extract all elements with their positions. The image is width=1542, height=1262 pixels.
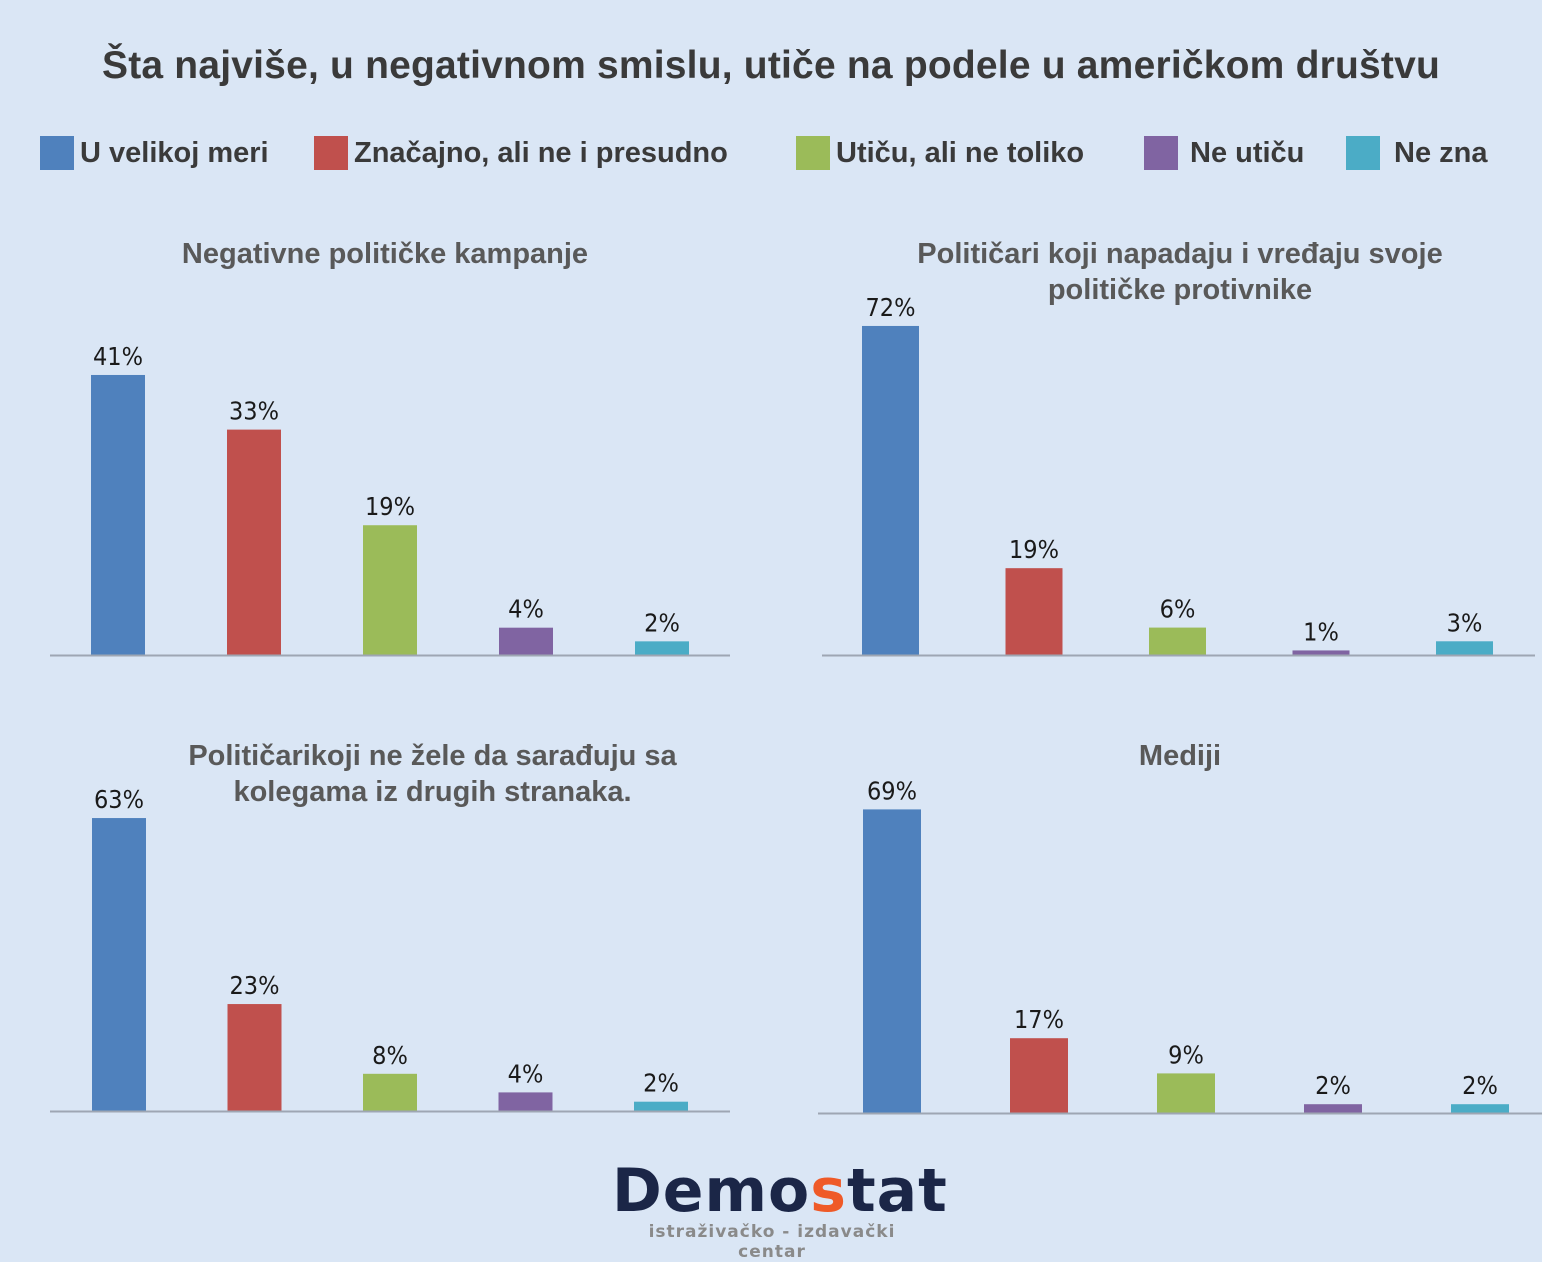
data-label-3: 19% bbox=[365, 492, 415, 521]
bar-3 bbox=[1149, 627, 1206, 655]
logo-accent: s bbox=[810, 1156, 847, 1226]
logo-prefix: Demo bbox=[612, 1156, 811, 1226]
bar-5 bbox=[1451, 1104, 1509, 1113]
bar-4 bbox=[498, 1092, 553, 1111]
data-label-5: 2% bbox=[643, 1069, 679, 1098]
data-label-5: 2% bbox=[1462, 1071, 1498, 1100]
legend: U velikoj meri Značajno, ali ne i presud… bbox=[0, 136, 1542, 176]
bar-1 bbox=[92, 818, 146, 1111]
legend-item-znacajno: Značajno, ali ne i presudno bbox=[314, 136, 728, 170]
data-label-2: 23% bbox=[230, 971, 280, 1000]
panel-title-1: Negativne političke kampanje bbox=[181, 238, 589, 270]
bar-4 bbox=[499, 627, 553, 655]
legend-swatch bbox=[1346, 136, 1380, 170]
legend-label: Ne utiču bbox=[1190, 136, 1305, 169]
bar-5 bbox=[635, 641, 689, 655]
bar-1 bbox=[91, 374, 145, 655]
data-label-4: 4% bbox=[508, 1059, 544, 1088]
panel-title-2: Političari koji napadaju i vređaju svoje… bbox=[917, 238, 1443, 306]
legend-swatch bbox=[1144, 136, 1178, 170]
panel-title-3: Političarikoji ne žele da sarađuju sa ko… bbox=[188, 740, 677, 808]
panel-title-4: Mediji bbox=[1138, 740, 1222, 772]
data-label-3: 8% bbox=[372, 1041, 408, 1070]
data-label-3: 6% bbox=[1160, 595, 1196, 624]
legend-swatch bbox=[796, 136, 830, 170]
logo-tagline: istraživačko - izdavački centar bbox=[648, 1222, 896, 1262]
logo-suffix: tat bbox=[846, 1156, 948, 1226]
bar-2 bbox=[227, 1004, 282, 1111]
bar-2 bbox=[227, 429, 281, 655]
data-label-2: 19% bbox=[1009, 535, 1059, 564]
bar-4 bbox=[1304, 1104, 1362, 1113]
data-label-4: 2% bbox=[1315, 1071, 1351, 1100]
bar-3 bbox=[363, 1073, 417, 1111]
data-label-4: 1% bbox=[1303, 617, 1339, 646]
data-label-4: 4% bbox=[508, 595, 544, 624]
data-label-2: 17% bbox=[1014, 1005, 1064, 1034]
data-label-3: 9% bbox=[1168, 1040, 1204, 1069]
data-label-1: 63% bbox=[94, 785, 144, 814]
bar-4 bbox=[1292, 650, 1350, 655]
bar-2 bbox=[1010, 1038, 1068, 1113]
bar-3 bbox=[363, 525, 417, 655]
data-label-5: 3% bbox=[1447, 608, 1483, 637]
legend-item-ne-zna: Ne zna bbox=[1346, 136, 1487, 170]
legend-label: U velikoj meri bbox=[80, 136, 269, 169]
data-label-2: 33% bbox=[229, 397, 279, 426]
bar-5 bbox=[1436, 641, 1493, 655]
logo-wordmark: Demostat bbox=[612, 1156, 947, 1226]
chart-title: Šta najviše, u negativnom smislu, utiče … bbox=[101, 44, 1440, 87]
legend-label: Ne zna bbox=[1394, 136, 1488, 169]
legend-item-u-velikoj-meri: U velikoj meri bbox=[40, 136, 269, 170]
bar-5 bbox=[634, 1101, 688, 1111]
demostat-logo: Demostat istraživačko - izdavački centar bbox=[612, 1156, 947, 1262]
legend-swatch bbox=[40, 136, 74, 170]
legend-item-ne-uticu: Ne utiču bbox=[1144, 136, 1304, 170]
legend-label: Utiču, ali ne toliko bbox=[836, 136, 1085, 169]
legend-label: Značajno, ali ne i presudno bbox=[354, 136, 728, 169]
data-label-1: 69% bbox=[867, 776, 917, 805]
data-label-5: 2% bbox=[644, 608, 680, 637]
bar-1 bbox=[862, 325, 919, 655]
legend-swatch bbox=[314, 136, 348, 170]
legend-item-uticu-ali-ne-toliko: Utiču, ali ne toliko bbox=[796, 136, 1084, 170]
bar-1 bbox=[863, 809, 921, 1113]
bar-3 bbox=[1157, 1073, 1215, 1113]
data-label-1: 72% bbox=[866, 293, 916, 322]
data-label-1: 41% bbox=[93, 342, 143, 371]
bar-2 bbox=[1005, 568, 1063, 655]
